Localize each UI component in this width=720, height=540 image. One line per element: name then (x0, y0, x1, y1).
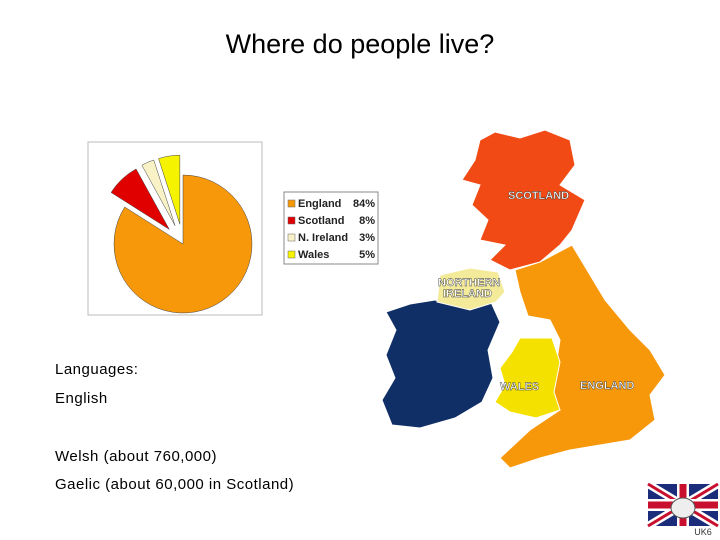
legend-swatch (287, 233, 296, 242)
legend-value: 84% (353, 198, 375, 210)
pie-slice (141, 159, 176, 226)
legend-label: Wales (298, 249, 329, 261)
map-label: SCOTLAND (508, 190, 569, 202)
legend-swatch (287, 199, 296, 208)
language: Welsh (about 760,000) (55, 448, 217, 465)
map-label: IRELAND (443, 288, 492, 300)
pie (110, 154, 253, 314)
legend-label: N. Ireland (298, 232, 348, 244)
pie-slice (110, 168, 170, 230)
england (499, 244, 666, 469)
legend-swatch (287, 216, 296, 225)
language: English (55, 390, 108, 407)
legend: England 84% Scotland 8% N. Ireland 3% Wales 5% (287, 198, 375, 261)
slide-title: Where do people live? (226, 29, 495, 59)
flag-icon (645, 480, 720, 530)
map-label: NORTHERN (438, 277, 500, 289)
legend-value: 5% (359, 249, 375, 261)
legend-box (283, 191, 379, 265)
legend-value: 8% (359, 215, 375, 227)
languages-heading: Languages: (55, 361, 138, 378)
wales (494, 337, 561, 419)
language: Gaelic (about 60,000 in Scotland) (55, 476, 294, 493)
pie-slice (113, 174, 253, 314)
footer: UK6 (694, 527, 712, 537)
legend-label: England (298, 198, 341, 210)
legend-value: 3% (359, 232, 375, 244)
ireland (381, 299, 501, 429)
legend-label: Scotland (298, 215, 344, 227)
map-label: WALES (500, 381, 539, 393)
map-label: ENGLAND (580, 380, 634, 392)
legend-swatch (287, 250, 296, 259)
pie-slice (158, 154, 181, 225)
northern-ireland (436, 267, 506, 311)
map: SCOTLAND NORTHERN IRELAND WALES ENGLAND (381, 129, 666, 469)
